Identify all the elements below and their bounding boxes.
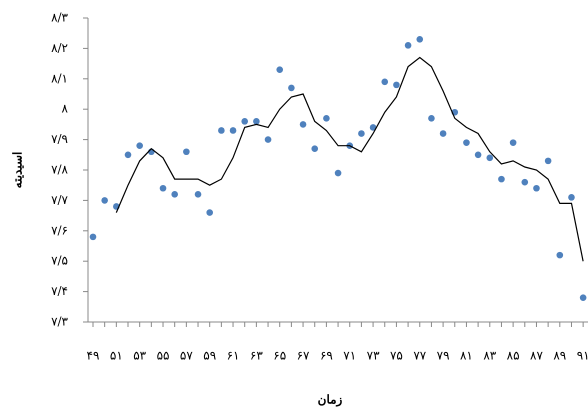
x-tick-label: ۷۷ xyxy=(413,349,426,363)
y-tick-label: ۷/۹ xyxy=(51,132,68,146)
x-tick-label: ۸۹ xyxy=(553,349,566,363)
x-tick-label: ۵۱ xyxy=(110,349,123,363)
x-tick-label: ۸۵ xyxy=(507,349,520,363)
data-point xyxy=(136,142,143,149)
x-tick-label: ۸۷ xyxy=(530,349,543,363)
x-tick-label: ۷۳ xyxy=(367,349,380,363)
data-point xyxy=(101,197,108,204)
data-point xyxy=(124,151,132,159)
data-point xyxy=(218,127,225,134)
y-tick-label: ۷/۶ xyxy=(51,223,68,237)
data-point xyxy=(439,130,447,137)
data-point xyxy=(194,191,202,198)
x-tick-label: ۶۳ xyxy=(250,349,263,363)
x-tick-label: ۹۱ xyxy=(577,349,588,363)
data-point xyxy=(299,121,307,128)
y-tick-label: ۸ xyxy=(62,102,69,116)
data-point xyxy=(474,151,482,159)
x-tick-label: ۶۷ xyxy=(297,349,310,363)
x-tick-label: ۸۱ xyxy=(460,349,473,363)
data-point xyxy=(171,191,178,198)
data-point xyxy=(276,66,284,73)
y-tick-label: ۸/۲ xyxy=(51,41,68,55)
y-tick-label: ۸/۳ xyxy=(51,11,68,25)
data-point xyxy=(533,184,540,192)
data-point xyxy=(568,194,575,201)
x-tick-label: ۸۳ xyxy=(483,349,496,363)
data-point xyxy=(369,124,377,131)
y-tick-label: ۷/۵ xyxy=(51,254,68,268)
data-point xyxy=(381,78,389,86)
y-tick-label: ۷/۴ xyxy=(51,284,68,298)
data-point xyxy=(556,251,564,259)
x-tick-label: ۷۵ xyxy=(390,349,403,363)
data-point xyxy=(358,130,365,137)
data-point xyxy=(264,136,272,143)
data-point xyxy=(544,157,552,165)
x-tick-label: ۵۷ xyxy=(180,349,193,363)
data-point xyxy=(521,178,529,186)
data-point xyxy=(241,118,249,125)
x-tick-label: ۵۵ xyxy=(157,349,170,363)
y-tick-label: ۷/۷ xyxy=(51,193,68,207)
y-axis-label: اسیدیته xyxy=(11,152,25,189)
x-tick-label: ۴۹ xyxy=(87,349,100,363)
data-point xyxy=(229,127,237,134)
x-tick-label: ۶۱ xyxy=(227,349,240,363)
x-tick-label: ۷۹ xyxy=(437,349,450,363)
trend-line xyxy=(115,56,584,262)
x-tick-label: ۷۱ xyxy=(343,349,356,363)
data-point xyxy=(89,233,97,241)
data-point xyxy=(498,175,505,183)
data-point xyxy=(288,84,295,92)
data-point xyxy=(428,115,435,122)
data-point xyxy=(311,145,319,153)
data-point xyxy=(334,169,342,177)
x-tick-label: ۵۳ xyxy=(133,349,146,363)
data-point xyxy=(159,184,167,192)
data-point xyxy=(463,139,470,146)
data-point xyxy=(404,42,412,49)
data-point xyxy=(393,81,400,89)
x-axis-label: زمان xyxy=(318,393,343,408)
data-point xyxy=(486,154,494,162)
x-tick-label: ۵۹ xyxy=(203,349,216,363)
data-point xyxy=(206,209,213,216)
data-point xyxy=(183,148,190,156)
data-point xyxy=(253,118,260,125)
x-tick-label: ۶۹ xyxy=(320,349,333,363)
data-point xyxy=(323,115,330,122)
x-tick-label: ۶۵ xyxy=(273,349,286,363)
y-tick-label: ۷/۳ xyxy=(51,315,68,329)
y-tick-label: ۷/۸ xyxy=(51,163,68,177)
y-tick-label: ۸/۱ xyxy=(51,71,68,85)
data-point xyxy=(509,139,517,146)
data-point xyxy=(416,35,424,43)
data-point xyxy=(579,294,587,301)
